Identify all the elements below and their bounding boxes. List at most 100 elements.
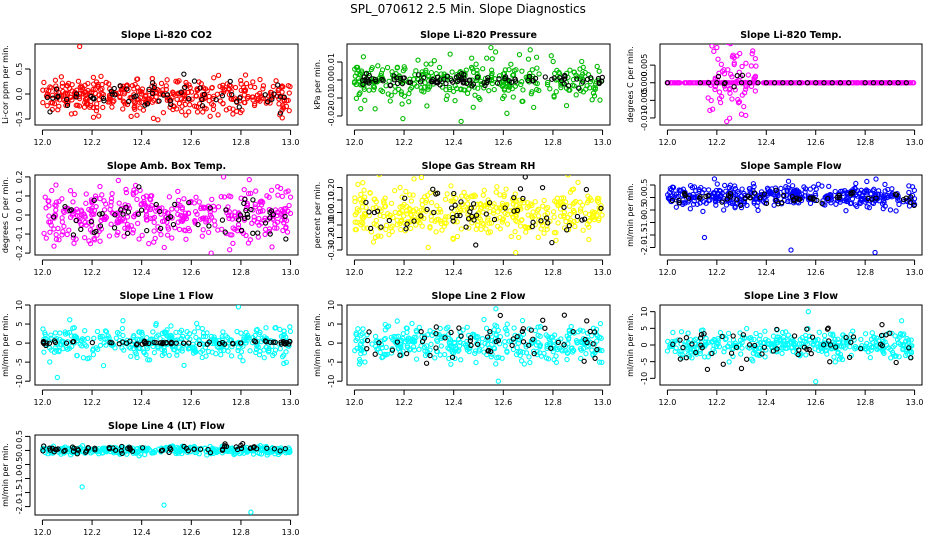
data-point — [143, 212, 150, 218]
data-point — [361, 194, 368, 200]
y-tick-label: -0.10 — [327, 215, 336, 236]
data-point — [709, 106, 716, 112]
data-point — [732, 186, 739, 192]
plot-frame — [34, 174, 299, 256]
data-point — [207, 113, 213, 119]
x-tick-label: 12.4 — [133, 398, 151, 407]
data-point — [151, 239, 157, 245]
data-point — [669, 343, 676, 350]
data-point — [730, 190, 737, 196]
series-all — [39, 442, 293, 515]
data-point — [846, 80, 852, 86]
data-point — [51, 226, 57, 232]
data-point — [143, 352, 149, 358]
data-point — [169, 235, 175, 241]
series-selected — [664, 72, 909, 90]
data-point — [99, 333, 105, 339]
data-point — [409, 84, 415, 91]
data-point — [223, 107, 229, 113]
data-point — [862, 331, 869, 337]
data-point — [751, 77, 757, 83]
data-point — [222, 229, 228, 235]
data-point — [870, 80, 877, 86]
data-point — [584, 199, 591, 206]
data-point — [372, 79, 378, 85]
data-point — [417, 220, 423, 226]
data-point — [137, 345, 143, 352]
data-point — [270, 211, 277, 218]
data-point — [384, 64, 391, 71]
data-point — [410, 337, 416, 343]
data-point — [665, 192, 671, 198]
data-point — [574, 213, 581, 220]
data-point — [698, 342, 704, 348]
data-point — [229, 91, 235, 98]
data-point — [540, 203, 546, 209]
data-point — [735, 96, 741, 103]
data-point — [361, 350, 368, 356]
data-point — [543, 206, 549, 212]
data-point — [82, 219, 88, 226]
data-point — [697, 194, 703, 200]
data-point — [804, 326, 810, 332]
points-layer — [352, 175, 605, 255]
data-point — [362, 337, 368, 343]
data-point — [233, 444, 239, 450]
data-point — [443, 326, 449, 332]
data-point — [756, 336, 762, 342]
data-point — [144, 227, 150, 234]
data-point — [858, 336, 864, 343]
data-point — [219, 226, 225, 232]
data-point — [352, 198, 358, 205]
data-point — [53, 207, 59, 213]
data-point — [499, 355, 505, 361]
data-point — [750, 350, 756, 356]
data-point — [213, 97, 219, 103]
data-point — [179, 108, 185, 115]
data-point — [244, 95, 251, 101]
data-point — [829, 80, 835, 86]
data-point — [484, 55, 490, 61]
x-tick-label: 12.6 — [182, 138, 200, 147]
data-point — [428, 78, 434, 85]
data-point — [774, 326, 780, 333]
data-point — [463, 80, 470, 87]
y-tick-label: 0.01 — [327, 53, 336, 71]
data-point — [70, 338, 77, 345]
data-point — [139, 445, 146, 451]
data-point — [124, 86, 130, 92]
y-tick-label: -2.0 — [15, 499, 24, 515]
data-point — [160, 339, 166, 346]
data-point — [185, 96, 192, 102]
data-point — [168, 339, 175, 345]
data-point — [796, 80, 802, 86]
data-point — [571, 200, 578, 206]
data-point — [98, 73, 104, 80]
data-point — [134, 84, 140, 90]
data-point — [287, 338, 293, 345]
data-point — [514, 207, 521, 214]
data-point — [579, 202, 586, 208]
data-point — [802, 332, 809, 339]
data-point — [200, 227, 206, 233]
data-point — [387, 98, 393, 104]
data-point — [906, 183, 912, 189]
data-point — [542, 74, 548, 80]
data-point — [843, 334, 849, 341]
data-point — [126, 98, 132, 105]
data-point — [465, 195, 471, 202]
data-point — [544, 81, 551, 88]
data-point — [741, 334, 748, 341]
data-point — [801, 184, 807, 190]
data-point — [423, 61, 429, 67]
data-point — [796, 196, 802, 202]
data-point — [738, 111, 745, 117]
x-tick-label: 12.4 — [757, 268, 775, 277]
data-point — [211, 75, 217, 81]
data-point — [816, 329, 822, 335]
data-point — [175, 188, 181, 195]
data-point — [461, 207, 468, 213]
data-point — [60, 208, 67, 214]
data-point — [374, 208, 381, 214]
data-point — [178, 89, 184, 95]
